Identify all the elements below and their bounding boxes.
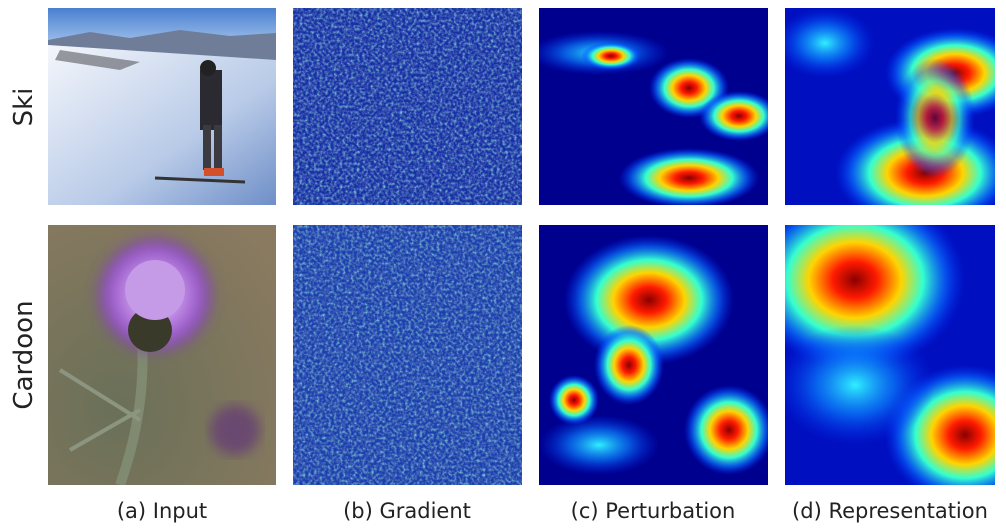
cardoon-input [48,225,276,485]
ski-perturbation [529,8,779,208]
cardoon-perturbation [539,225,774,485]
cardoon-gradient [293,225,522,485]
row-label: Ski [9,88,39,127]
ski-representation [775,8,1006,228]
column-caption: (c) Perturbation [571,499,736,523]
column-caption: (b) Gradient [343,499,471,523]
figure: Ski Cardoon (a) Input (b) Gradient (c) P… [0,0,1006,529]
ski-input [48,8,276,205]
row-label: Cardoon [9,300,39,409]
cardoon-representation [745,190,1006,505]
column-caption: (a) Input [117,499,207,523]
ski-gradient [293,8,522,205]
column-caption: (d) Representation [792,499,988,523]
